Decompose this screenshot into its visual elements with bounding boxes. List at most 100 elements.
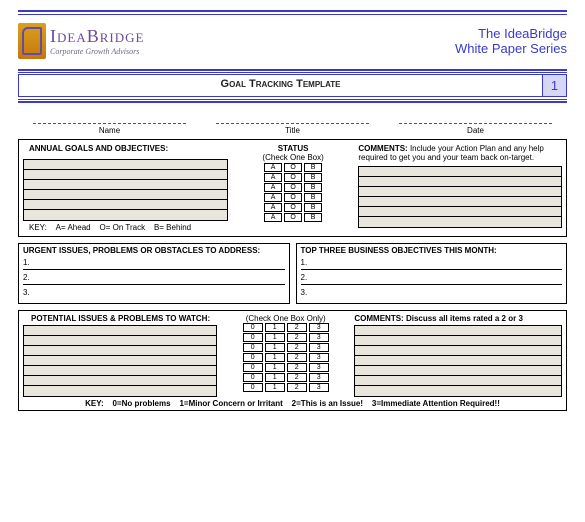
rating-cell[interactable]: 0 <box>243 363 263 372</box>
rating-cell[interactable]: 1 <box>265 383 285 392</box>
page-number: 1 <box>542 75 566 96</box>
watch-sub: (Check One Box Only) <box>221 314 350 323</box>
status-cell[interactable]: B <box>304 183 322 192</box>
status-cell[interactable]: B <box>304 213 322 222</box>
goals-heading: ANNUAL GOALS AND OBJECTIVES: <box>29 144 228 153</box>
status-cell[interactable]: A <box>264 173 282 182</box>
logo: IdeaBridge Corporate Growth Advisors <box>18 23 144 59</box>
goals-left: ANNUAL GOALS AND OBJECTIVES: KEY: A= Ahe… <box>23 144 228 232</box>
status-cell[interactable]: O <box>284 173 302 182</box>
rating-cell[interactable]: 3 <box>309 333 329 342</box>
rating-cell[interactable]: 2 <box>287 323 307 332</box>
status-cell[interactable]: O <box>284 193 302 202</box>
status-cell[interactable]: B <box>304 193 322 202</box>
field-name: Name <box>33 123 187 135</box>
rating-cell[interactable]: 2 <box>287 353 307 362</box>
top3-list: 1.2.3. <box>297 255 567 303</box>
rating-row: 0123 <box>221 363 350 372</box>
rating-cell[interactable]: 1 <box>265 363 285 372</box>
watch-comments-heading: COMMENTS: Discuss all items rated a 2 or… <box>354 314 562 323</box>
shaded-row <box>24 356 216 366</box>
rating-cell[interactable]: 1 <box>265 353 285 362</box>
rating-cell[interactable]: 1 <box>265 323 285 332</box>
status-heading: STATUS <box>234 144 353 153</box>
rating-cell[interactable]: 0 <box>243 373 263 382</box>
watch-left: POTENTIAL ISSUES & PROBLEMS TO WATCH: <box>23 314 217 397</box>
comments-label: COMMENTS: <box>358 144 407 153</box>
rating-cell[interactable]: 1 <box>265 343 285 352</box>
rating-cell[interactable]: 3 <box>309 363 329 372</box>
brand-name: IdeaBridge <box>50 26 144 47</box>
watch-right-rows <box>354 325 562 397</box>
shaded-row <box>355 326 561 336</box>
status-cell[interactable]: O <box>284 163 302 172</box>
rating-cell[interactable]: 3 <box>309 383 329 392</box>
title-label: Title <box>216 126 370 135</box>
shaded-row <box>24 210 227 220</box>
shaded-row <box>355 376 561 386</box>
goals-rows <box>23 159 228 221</box>
name-label: Name <box>33 126 187 135</box>
status-sub: (Check One Box) <box>234 153 353 162</box>
list-item: 3. <box>23 285 285 299</box>
rating-cell[interactable]: 3 <box>309 373 329 382</box>
rating-cell[interactable]: 1 <box>265 333 285 342</box>
rating-cell[interactable]: 0 <box>243 353 263 362</box>
comments-rows <box>358 166 562 228</box>
status-cell[interactable]: A <box>264 183 282 192</box>
status-cell[interactable]: A <box>264 213 282 222</box>
shaded-row <box>24 386 216 396</box>
rating-cell[interactable]: 2 <box>287 373 307 382</box>
title-line <box>216 123 370 124</box>
rating-cell[interactable]: 2 <box>287 343 307 352</box>
status-cell[interactable]: O <box>284 183 302 192</box>
status-cell[interactable]: B <box>304 163 322 172</box>
header-line1: The IdeaBridge <box>455 26 567 41</box>
status-cell[interactable]: O <box>284 213 302 222</box>
status-cell[interactable]: B <box>304 203 322 212</box>
field-row: Name Title Date <box>18 123 567 135</box>
status-cell[interactable]: A <box>264 163 282 172</box>
top-rule-1 <box>18 10 567 12</box>
urgent-heading: URGENT ISSUES, PROBLEMS OR OBSTACLES TO … <box>19 244 289 255</box>
watch-heading: POTENTIAL ISSUES & PROBLEMS TO WATCH: <box>23 314 217 323</box>
tagline: Corporate Growth Advisors <box>50 47 144 56</box>
status-cell[interactable]: A <box>264 193 282 202</box>
rating-cell[interactable]: 3 <box>309 323 329 332</box>
watch-left-rows <box>23 325 217 397</box>
rating-cell[interactable]: 0 <box>243 333 263 342</box>
rating-row: 0123 <box>221 383 350 392</box>
shaded-row <box>359 187 561 197</box>
status-row: AOB <box>264 173 322 182</box>
list-item: 1. <box>23 255 285 270</box>
list-item: 2. <box>23 270 285 285</box>
shaded-row <box>355 336 561 346</box>
shaded-row <box>359 207 561 217</box>
top-rule-2 <box>18 14 567 15</box>
rating-cell[interactable]: 0 <box>243 323 263 332</box>
rating-cell[interactable]: 3 <box>309 353 329 362</box>
shaded-row <box>359 177 561 187</box>
shaded-row <box>24 190 227 200</box>
goals-status: STATUS (Check One Box) AOBAOBAOBAOBAOBAO… <box>234 144 353 232</box>
rating-cell[interactable]: 2 <box>287 333 307 342</box>
shaded-row <box>355 346 561 356</box>
rating-cell[interactable]: 0 <box>243 343 263 352</box>
shaded-row <box>359 217 561 227</box>
rating-cell[interactable]: 3 <box>309 343 329 352</box>
goals-comments: COMMENTS: Include your Action Plan and a… <box>358 144 562 232</box>
shaded-row <box>24 346 216 356</box>
rating-cell[interactable]: 2 <box>287 363 307 372</box>
status-cell[interactable]: O <box>284 203 302 212</box>
logo-text: IdeaBridge Corporate Growth Advisors <box>50 26 144 56</box>
shaded-row <box>24 336 216 346</box>
rule-above-title-1 <box>18 69 567 71</box>
rating-cell[interactable]: 2 <box>287 383 307 392</box>
status-cell[interactable]: B <box>304 173 322 182</box>
rating-cell[interactable]: 0 <box>243 383 263 392</box>
status-cell[interactable]: A <box>264 203 282 212</box>
urgent-list: 1.2.3. <box>19 255 289 303</box>
shaded-row <box>24 366 216 376</box>
top3-heading: TOP THREE BUSINESS OBJECTIVES THIS MONTH… <box>297 244 567 255</box>
rating-cell[interactable]: 1 <box>265 373 285 382</box>
